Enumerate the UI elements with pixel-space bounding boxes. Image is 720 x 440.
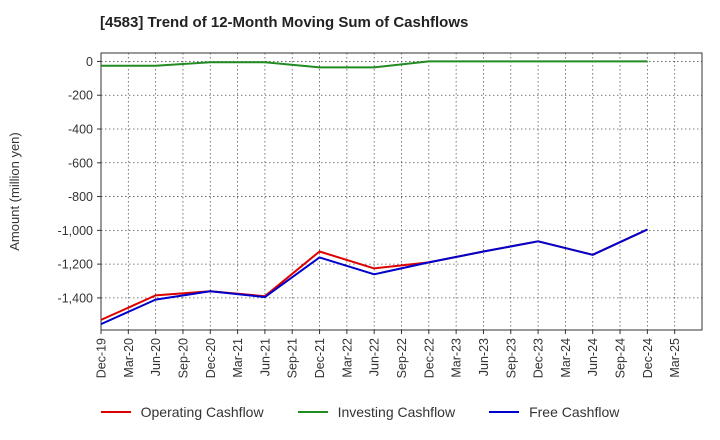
legend-item-investing: Investing Cashflow xyxy=(297,404,456,420)
x-tick-label: Mar-23 xyxy=(450,338,464,378)
x-tick-label: Jun-21 xyxy=(258,338,272,376)
chart-title: [4583] Trend of 12-Month Moving Sum of C… xyxy=(100,14,469,31)
legend-swatch-operating xyxy=(100,411,131,413)
x-tick-label: Mar-24 xyxy=(559,338,573,378)
x-axis-ticks: Dec-19 Mar-20 Jun-20 Sep-20 Dec-20 Mar-21 Jun-… xyxy=(95,330,682,378)
y-tick-label: -200 xyxy=(68,89,93,103)
legend-item-free: Free Cashflow xyxy=(489,404,619,420)
x-tick-label: Jun-22 xyxy=(368,338,382,376)
x-tick-label: Mar-20 xyxy=(122,338,136,378)
legend-item-operating: Operating Cashflow xyxy=(100,404,264,420)
x-tick-label: Sep-21 xyxy=(286,338,300,378)
x-tick-label: Mar-22 xyxy=(340,338,354,378)
x-tick-label: Dec-22 xyxy=(422,338,436,378)
x-tick-label: Dec-20 xyxy=(204,338,218,378)
legend-swatch-investing xyxy=(297,411,328,413)
series-lines xyxy=(100,60,648,326)
legend-label-operating: Operating Cashflow xyxy=(140,404,264,420)
y-tick-label: -400 xyxy=(68,123,93,137)
x-tick-label: Dec-21 xyxy=(313,338,327,378)
grid-lines xyxy=(101,53,703,330)
legend: Operating Cashflow Investing Cashflow Fr… xyxy=(0,404,720,420)
y-tick-label: -1,400 xyxy=(58,291,93,305)
series-line-investing-cashflow xyxy=(101,60,648,69)
y-axis-label: Amount (million yen) xyxy=(7,132,22,251)
y-tick-label: 0 xyxy=(86,55,93,69)
x-tick-label: Mar-21 xyxy=(231,338,245,378)
plot-frame xyxy=(100,52,703,331)
x-tick-label: Dec-24 xyxy=(641,338,655,378)
series-line-free-cashflow xyxy=(100,228,648,326)
x-tick-label: Sep-24 xyxy=(614,338,628,378)
x-tick-label: Jun-20 xyxy=(149,338,163,376)
x-tick-label: Sep-22 xyxy=(395,338,409,378)
y-tick-label: -600 xyxy=(68,156,93,170)
y-tick-label: -1,200 xyxy=(58,258,93,272)
x-tick-label: Dec-23 xyxy=(532,338,546,378)
x-tick-label: Sep-23 xyxy=(504,338,518,378)
x-tick-label: Jun-24 xyxy=(586,338,600,376)
x-tick-label: Dec-19 xyxy=(95,338,109,378)
y-tick-label: -800 xyxy=(68,190,93,204)
x-tick-label: Mar-25 xyxy=(668,338,682,378)
legend-label-investing: Investing Cashflow xyxy=(337,404,456,420)
y-axis-ticks: 0 -200 -400 -600 -800 -1,000 -1,200 -1,400 xyxy=(58,55,101,305)
legend-swatch-free xyxy=(489,411,520,413)
legend-label-free: Free Cashflow xyxy=(529,404,620,420)
y-tick-label: -1,000 xyxy=(58,224,93,238)
x-tick-label: Jun-23 xyxy=(477,338,491,376)
x-tick-label: Sep-20 xyxy=(176,338,190,378)
